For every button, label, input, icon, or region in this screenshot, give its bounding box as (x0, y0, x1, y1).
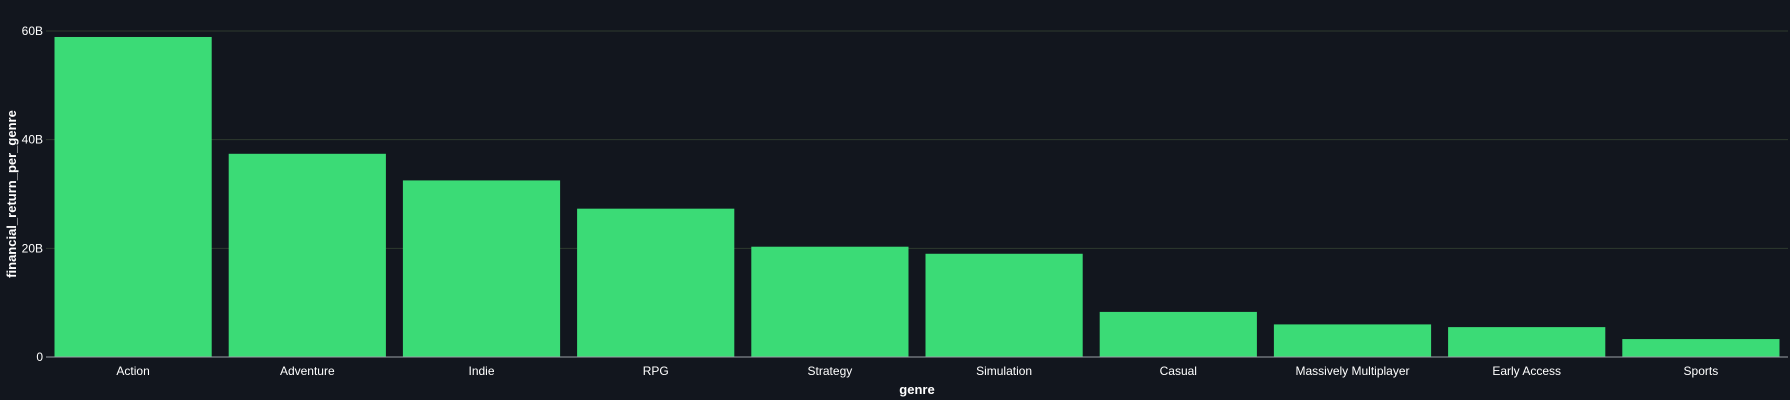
x-tick-label: Casual (1160, 364, 1197, 378)
bar-early-access[interactable] (1448, 327, 1606, 357)
y-tick-labels: 0 20B 40B 60B (22, 24, 44, 364)
x-tick-labels: Action Adventure Indie RPG Strategy Simulatio… (116, 364, 1718, 378)
x-tick-label: Simulation (976, 364, 1032, 378)
bar-rpg[interactable] (577, 208, 735, 357)
y-tick-label: 20B (22, 241, 43, 255)
y-tick-label: 0 (36, 350, 43, 364)
y-tick-label: 40B (22, 133, 43, 147)
x-tick-label: Massively Multiplayer (1295, 364, 1409, 378)
x-tick-label: Adventure (280, 364, 335, 378)
y-tick-label: 60B (22, 24, 43, 38)
x-tick-label: RPG (643, 364, 669, 378)
y-axis-title: financial_return_per_genre (4, 110, 19, 278)
bar-action[interactable] (54, 36, 212, 358)
bar-adventure[interactable] (228, 153, 386, 357)
bar-casual[interactable] (1099, 311, 1257, 357)
x-axis-title: genre (899, 382, 934, 397)
bar-indie[interactable] (402, 180, 561, 357)
x-tick-label: Strategy (808, 364, 853, 378)
x-tick-label: Sports (1684, 364, 1719, 378)
bar-strategy[interactable] (751, 246, 909, 357)
x-tick-label: Action (116, 364, 149, 378)
x-tick-label: Early Access (1492, 364, 1561, 378)
bar-massively-multiplayer[interactable] (1273, 324, 1432, 357)
x-tick-label: Indie (468, 364, 494, 378)
bars (54, 36, 1780, 358)
bar-sports[interactable] (1622, 339, 1780, 357)
bar-simulation[interactable] (925, 253, 1083, 357)
